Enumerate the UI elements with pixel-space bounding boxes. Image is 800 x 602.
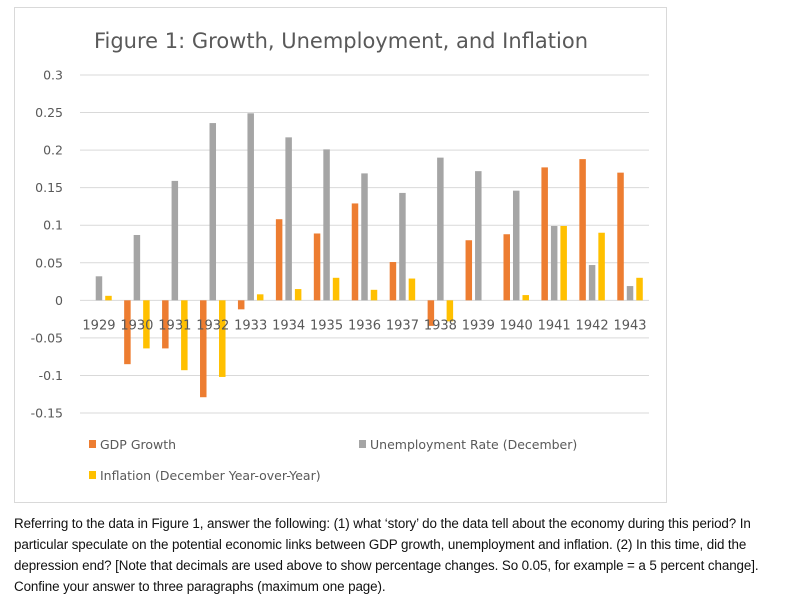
bar-gdp-growth-1931 [162,300,169,349]
legend-label: Inflation (December Year-over-Year) [100,468,321,483]
bar-inflation-december-year-over-year-1941 [560,225,567,301]
y-tick-label: 0.1 [43,218,63,233]
x-axis-ticks: 1929 1930 1931 1932 1933 1934 1935 1936 1937 1938… [82,318,646,333]
bar-gdp-growth-1934 [275,219,283,301]
legend-label: Unemployment Rate (December) [370,437,577,452]
question-text: Referring to the data in Figure 1, answe… [14,516,759,594]
x-tick-label: 1942 [576,318,609,333]
bar-gdp-growth-1930 [124,300,131,365]
x-tick-label: 1940 [500,318,533,333]
x-tick-label: 1938 [424,318,457,333]
bars [95,113,643,398]
bar-inflation-december-year-over-year-1942 [598,232,605,301]
bar-inflation-december-year-over-year-1936 [370,289,378,301]
bar-gdp-growth-1936 [351,203,359,301]
bar-inflation-december-year-over-year-1935 [332,277,340,301]
bar-gdp-growth-1942 [579,159,586,301]
x-tick-label: 1929 [82,318,115,333]
bar-gdp-growth-1943 [617,172,624,301]
bar-chart: Figure 1: Growth, Unemployment, and Infl… [31,29,649,483]
bar-unemployment-rate-december-1929 [95,276,103,301]
x-tick-label: 1943 [613,318,646,333]
y-tick-label: -0.15 [31,406,63,421]
bar-inflation-december-year-over-year-1938 [446,300,454,322]
y-axis-ticks: 0.3 0.25 0.2 0.15 0.1 0.05 0 -0.05 -0.1 -0.15 [31,68,63,421]
bar-inflation-december-year-over-year-1937 [408,278,416,301]
bar-inflation-december-year-over-year-1933 [256,294,264,301]
bar-unemployment-rate-december-1941 [550,225,558,301]
bar-inflation-december-year-over-year-1934 [294,289,302,301]
y-tick-label: 0.15 [35,180,63,195]
x-tick-label: 1939 [462,318,495,333]
legend: GDP Growth Unemployment Rate (December) In… [89,437,577,483]
x-tick-label: 1934 [272,318,305,333]
legend-swatch [359,440,366,448]
x-tick-label: 1936 [348,318,381,333]
chart-title: Figure 1: Growth, Unemployment, and Infl… [94,29,588,53]
x-tick-label: 1930 [120,318,153,333]
y-tick-label: -0.05 [31,330,63,345]
legend-swatch [89,471,96,479]
bar-gdp-growth-1932 [200,300,207,398]
bar-unemployment-rate-december-1942 [588,265,596,301]
bar-unemployment-rate-december-1937 [399,192,406,301]
bar-unemployment-rate-december-1939 [475,171,482,301]
x-tick-label: 1935 [310,318,343,333]
y-tick-label: -0.1 [39,368,63,383]
bar-inflation-december-year-over-year-1930 [143,300,150,349]
bar-unemployment-rate-december-1936 [361,173,368,301]
bar-gdp-growth-1939 [465,240,473,301]
bar-unemployment-rate-december-1934 [285,137,292,301]
bar-unemployment-rate-december-1933 [247,113,254,301]
bar-inflation-december-year-over-year-1931 [181,300,188,371]
x-tick-label: 1941 [538,318,571,333]
y-tick-label: 0.2 [43,143,63,158]
y-tick-label: 0.25 [35,105,63,120]
x-tick-label: 1932 [196,318,229,333]
bar-inflation-december-year-over-year-1932 [219,300,226,377]
bar-gdp-growth-1940 [503,234,510,301]
x-tick-label: 1933 [234,318,267,333]
bar-gdp-growth-1938 [427,300,435,326]
bar-inflation-december-year-over-year-1929 [105,295,112,301]
bar-inflation-december-year-over-year-1943 [636,277,643,301]
chart-frame: Figure 1: Growth, Unemployment, and Infl… [14,7,667,503]
bar-unemployment-rate-december-1931 [171,180,179,301]
y-tick-label: 0.05 [35,255,63,270]
bar-unemployment-rate-december-1930 [133,234,141,301]
bar-inflation-december-year-over-year-1940 [522,295,529,301]
y-tick-label: 0.3 [43,68,63,83]
legend-swatch [89,440,96,448]
bar-gdp-growth-1933 [237,300,245,310]
bar-gdp-growth-1935 [313,233,321,301]
y-tick-label: 0 [55,293,63,308]
x-tick-label: 1937 [386,318,419,333]
bar-gdp-growth-1937 [389,262,397,301]
bar-gdp-growth-1941 [541,167,548,301]
bar-unemployment-rate-december-1932 [209,123,217,301]
x-tick-label: 1931 [158,318,191,333]
legend-label: GDP Growth [100,437,176,452]
bar-unemployment-rate-december-1938 [437,157,444,301]
bar-unemployment-rate-december-1940 [512,190,520,301]
bar-unemployment-rate-december-1935 [323,149,330,301]
bar-unemployment-rate-december-1943 [626,286,634,301]
